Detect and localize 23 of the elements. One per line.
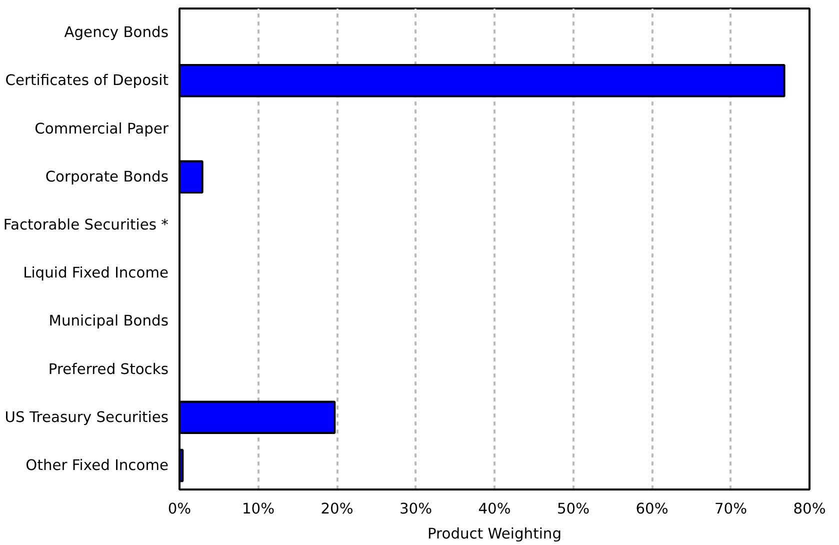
y-tick-label: US Treasury Securities (4, 408, 169, 426)
x-tick-label: 80% (793, 500, 826, 518)
y-tick-label: Other Fixed Income (26, 456, 169, 474)
x-tick-label: 10% (242, 500, 275, 518)
y-tick-label: Liquid Fixed Income (23, 264, 169, 282)
y-tick-label: Commercial Paper (34, 120, 170, 138)
x-tick-label: 20% (320, 500, 354, 518)
bar (180, 160, 204, 194)
y-tick-label: Preferred Stocks (48, 360, 169, 378)
y-tick-label: Certificates of Deposit (5, 72, 169, 90)
x-tick-label: 0% (168, 500, 192, 518)
x-tick-label: 70% (714, 500, 748, 518)
x-axis-title: Product Weighting (427, 526, 562, 542)
x-tick-label: 50% (556, 500, 590, 518)
x-tick-label: 40% (478, 500, 511, 518)
y-tick-label: Municipal Bonds (48, 312, 169, 330)
x-tick-label: 30% (399, 500, 432, 518)
x-tick-label: 60% (636, 500, 668, 518)
y-tick-label: Factorable Securities * (3, 216, 169, 234)
y-tick-label: Corporate Bonds (45, 168, 169, 186)
bar (180, 64, 786, 98)
y-tick-label: Agency Bonds (64, 24, 169, 42)
bar (180, 400, 336, 434)
